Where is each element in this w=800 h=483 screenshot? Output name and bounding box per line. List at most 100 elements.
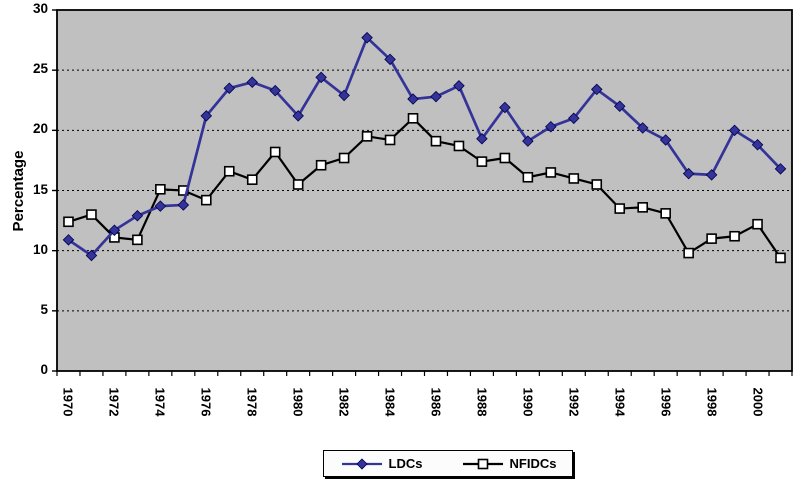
diamond-marker	[613, 100, 626, 113]
square-marker	[407, 113, 419, 124]
square-marker	[315, 159, 327, 171]
x-tick-label: 2000	[750, 379, 765, 425]
x-tick-label: 1998	[704, 379, 719, 425]
nfidcs-marker-icon	[462, 458, 503, 469]
legend-item-ldcs: LDCs	[340, 456, 423, 471]
diamond-marker	[499, 101, 511, 114]
x-tick-label-text: 1972	[106, 387, 122, 417]
diamond-marker	[430, 90, 442, 103]
y-tick-label: 20	[32, 121, 48, 137]
x-tick-label: 1992	[566, 379, 581, 425]
y-tick-label: 25	[32, 61, 48, 77]
square-marker	[384, 134, 396, 146]
square-marker	[246, 174, 258, 185]
diamond-marker	[453, 80, 465, 92]
diamond-marker	[292, 110, 304, 122]
series-line-ldcs	[67, 36, 782, 257]
diamond-marker	[568, 112, 580, 125]
legend-label: LDCs	[388, 456, 423, 471]
square-marker	[545, 167, 557, 178]
square-marker	[706, 233, 717, 244]
y-tick-label: 30	[32, 1, 48, 16]
diamond-marker	[545, 120, 557, 133]
square-marker	[614, 203, 626, 214]
square-marker	[683, 247, 694, 259]
square-marker	[361, 131, 373, 142]
diamond-marker	[131, 210, 144, 222]
diamond-marker	[200, 110, 213, 122]
diamond-marker	[269, 84, 281, 97]
diamond-marker	[728, 124, 741, 137]
x-tick-label-text: 1992	[566, 387, 582, 417]
x-tick-label-text: 1998	[704, 387, 720, 417]
square-marker	[223, 165, 235, 177]
square-marker	[591, 179, 603, 190]
square-marker	[430, 135, 442, 147]
x-tick-label: 1984	[383, 379, 398, 425]
diamond-marker	[338, 89, 350, 102]
y-tick-label: 15	[32, 181, 48, 197]
legend: LDCs NFIDCs	[323, 450, 573, 477]
diamond-marker	[315, 71, 327, 84]
x-tick-label: 1990	[520, 379, 535, 425]
diamond-marker	[659, 134, 672, 146]
square-marker	[200, 194, 212, 206]
diamond-marker	[591, 83, 603, 96]
square-marker	[292, 179, 304, 190]
square-marker	[155, 183, 166, 195]
x-tick-label-text: 1988	[474, 387, 490, 417]
x-tick-label-text: 1974	[152, 387, 168, 417]
x-tick-label: 1972	[107, 379, 122, 425]
square-marker	[637, 202, 649, 213]
x-tick-label-text: 1978	[244, 387, 260, 417]
x-tick-label-text: 1990	[520, 387, 536, 417]
x-tick-label: 1996	[658, 379, 673, 425]
plot-area	[52, 9, 793, 376]
diamond-marker	[384, 53, 396, 66]
x-tick-label-text: 1976	[198, 387, 214, 417]
diamond-marker	[682, 167, 695, 180]
square-marker	[476, 156, 488, 167]
square-marker	[752, 218, 763, 230]
square-marker	[453, 140, 465, 152]
square-marker	[568, 173, 580, 184]
diamond-marker	[636, 122, 649, 134]
x-tick-label: 1978	[245, 379, 260, 425]
x-tick-label: 1974	[153, 379, 168, 425]
x-tick-label: 1994	[612, 379, 627, 425]
x-tick-label: 1980	[291, 379, 306, 425]
x-tick-label: 1986	[428, 379, 443, 425]
x-tick-label-text: 1984	[382, 387, 398, 417]
square-marker	[660, 208, 671, 219]
square-marker	[729, 230, 740, 242]
legend-label: NFIDCs	[509, 456, 557, 471]
square-marker	[499, 152, 511, 164]
diamond-marker	[751, 139, 764, 151]
diamond-marker	[62, 234, 75, 246]
x-tick-label-text: 2000	[750, 387, 766, 417]
x-tick-label: 1970	[61, 379, 76, 425]
diamond-marker	[705, 169, 718, 181]
diamond-marker	[177, 199, 190, 211]
diamond-marker	[85, 249, 98, 262]
diamond-marker	[246, 76, 258, 88]
square-marker	[132, 234, 143, 246]
diamond-marker	[522, 135, 534, 147]
x-tick-label: 1976	[199, 379, 214, 425]
diamond-marker	[223, 82, 236, 94]
diamond-marker	[774, 163, 787, 175]
square-marker	[775, 252, 786, 264]
y-tick-label: 10	[32, 241, 48, 257]
x-tick-label-text: 1986	[428, 387, 444, 417]
ldcs-marker-icon	[341, 457, 382, 470]
x-tick-label-text: 1980	[290, 387, 306, 417]
diamond-marker	[361, 31, 373, 44]
x-tick-label-text: 1996	[658, 387, 674, 417]
square-marker	[269, 146, 281, 158]
diamond-marker	[407, 93, 419, 105]
x-tick-label: 1982	[337, 379, 352, 425]
x-tick-label-text: 1982	[336, 387, 352, 417]
plot-border	[56, 9, 793, 372]
square-marker	[522, 171, 534, 183]
diamond-marker	[476, 132, 488, 145]
